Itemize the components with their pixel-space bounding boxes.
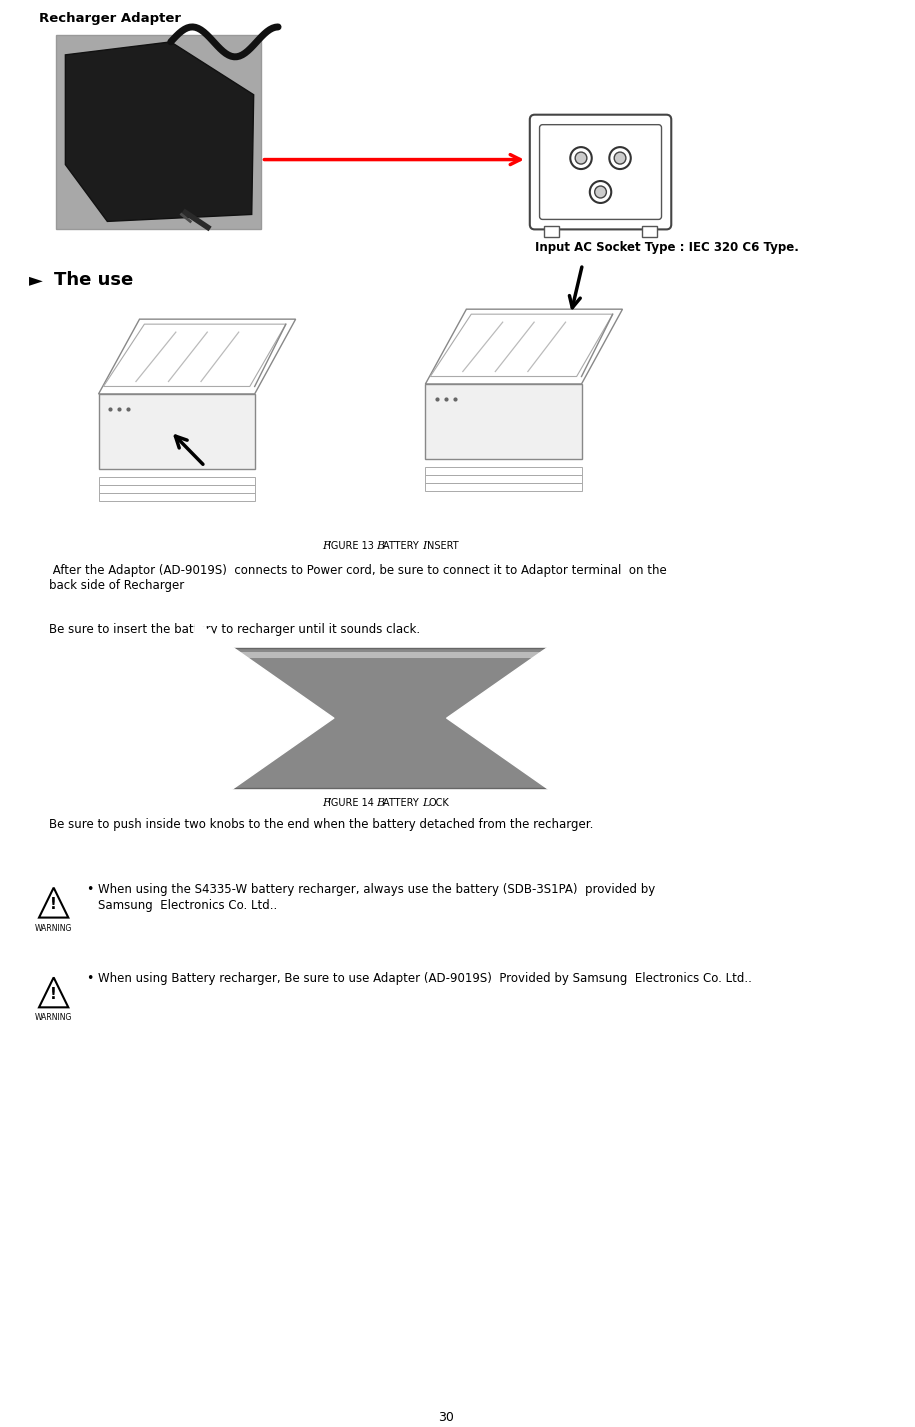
FancyBboxPatch shape — [540, 124, 662, 220]
Circle shape — [570, 147, 592, 168]
Polygon shape — [99, 320, 296, 394]
Text: •: • — [86, 972, 93, 986]
Circle shape — [576, 153, 587, 164]
Text: !: ! — [50, 987, 57, 1002]
Bar — [642, 227, 657, 237]
Text: I: I — [423, 541, 426, 551]
Bar — [544, 227, 559, 237]
Text: B: B — [377, 798, 384, 808]
Polygon shape — [430, 314, 613, 377]
Circle shape — [595, 186, 607, 198]
Text: •: • — [86, 883, 93, 896]
Text: ►: ► — [29, 271, 43, 290]
Text: IGURE 14: IGURE 14 — [328, 798, 380, 808]
Text: When using Battery recharger, Be sure to use Adapter (AD-9019S)  Provided by Sam: When using Battery recharger, Be sure to… — [98, 972, 751, 986]
Polygon shape — [99, 394, 254, 468]
Bar — [210, 648, 571, 788]
Text: IGURE 13: IGURE 13 — [328, 541, 380, 551]
Text: F: F — [322, 541, 329, 551]
Polygon shape — [39, 977, 69, 1007]
Circle shape — [609, 147, 630, 168]
Text: WARNING: WARNING — [35, 923, 72, 933]
Text: L: L — [423, 798, 430, 808]
Text: NSERT: NSERT — [427, 541, 459, 551]
Text: Be sure to insert the battery to recharger until it sounds clack.: Be sure to insert the battery to recharg… — [48, 624, 420, 636]
Bar — [215, 652, 565, 658]
Polygon shape — [425, 310, 622, 384]
Text: Recharger Adapter: Recharger Adapter — [39, 11, 181, 24]
Text: After the Adaptor (AD-9019S)  connects to Power cord, be sure to connect it to A: After the Adaptor (AD-9019S) connects to… — [48, 564, 666, 592]
Text: When using the S4335-W battery recharger, always use the battery (SDB-3S1PA)  pr: When using the S4335-W battery recharger… — [98, 883, 655, 896]
Bar — [56, 34, 261, 230]
Circle shape — [614, 153, 626, 164]
Text: Samsung  Electronics Co. Ltd..: Samsung Electronics Co. Ltd.. — [98, 899, 277, 912]
Text: Be sure to push inside two knobs to the end when the battery detached from the r: Be sure to push inside two knobs to the … — [48, 818, 593, 831]
Text: OCK: OCK — [428, 798, 449, 808]
Text: 30: 30 — [438, 1411, 454, 1424]
Polygon shape — [65, 41, 253, 221]
Circle shape — [590, 181, 611, 203]
FancyBboxPatch shape — [530, 114, 672, 230]
Text: B: B — [377, 541, 384, 551]
Text: Input AC Socket Type : IEC 320 C6 Type.: Input AC Socket Type : IEC 320 C6 Type. — [534, 241, 799, 254]
Polygon shape — [103, 324, 285, 387]
Text: ATTERY: ATTERY — [383, 798, 423, 808]
Text: F: F — [322, 798, 329, 808]
Text: WARNING: WARNING — [35, 1013, 72, 1022]
Text: ATTERY: ATTERY — [383, 541, 423, 551]
Text: !: ! — [50, 898, 57, 912]
Polygon shape — [39, 888, 69, 918]
Text: The use: The use — [54, 271, 133, 290]
Polygon shape — [425, 384, 582, 459]
